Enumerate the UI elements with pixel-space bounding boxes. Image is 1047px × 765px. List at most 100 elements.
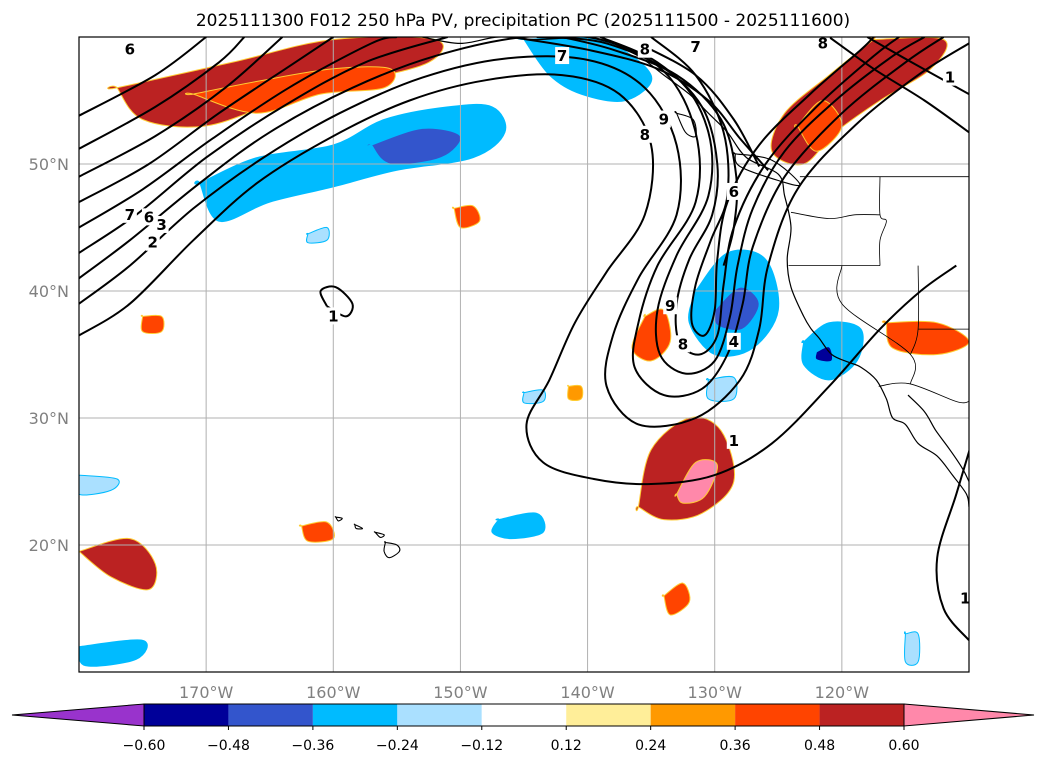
contour-label-bg: [675, 335, 690, 353]
lon-tick-label: 140°W: [560, 683, 615, 702]
colorbar-tick-label: −0.60: [123, 738, 166, 754]
contour-label-bg: [154, 215, 169, 233]
contour-label-bg: [958, 589, 969, 607]
pv-contour-line: [79, 73, 957, 486]
pv-contour-line: [79, 37, 398, 229]
contour-label: 9: [659, 111, 669, 129]
colorbar-segment: [312, 704, 398, 726]
contour-label-bg: [815, 37, 830, 52]
lat-tick-label: 20°N: [29, 536, 69, 555]
contour-label: 4: [729, 333, 739, 351]
island-outline: [334, 516, 343, 522]
island-outline: [353, 523, 364, 530]
contour-label: 8: [818, 34, 828, 52]
precip-region: [635, 416, 735, 521]
precip-region: [366, 127, 462, 166]
contour-label-bg: [942, 68, 957, 86]
precip-region: [79, 639, 148, 667]
contour-label-bg: [637, 40, 652, 58]
contour-label: 7: [690, 38, 700, 56]
colorbar-segment: [735, 704, 820, 726]
precip-region: [661, 582, 691, 616]
political-border: [790, 211, 881, 220]
contour-label-bg: [122, 205, 137, 223]
colorbar-tick-label: −0.24: [376, 738, 419, 754]
pv-contour-line: [79, 37, 334, 203]
pv-contour-line: [828, 37, 969, 134]
coastline: [422, 37, 575, 45]
contour-label: 1: [945, 69, 955, 87]
colorbar-segment: [819, 704, 904, 726]
pv-contour-line: [79, 42, 969, 428]
contour-label-bg: [122, 40, 137, 58]
precip-region: [79, 473, 120, 496]
contour-label-bg: [555, 47, 570, 65]
contour-label: 6: [144, 208, 154, 226]
contour-label-bg: [326, 307, 341, 325]
colorbar-segment: [228, 704, 313, 726]
island-outline: [383, 541, 401, 559]
coastline: [600, 37, 969, 508]
colorbar-segment: [650, 704, 736, 726]
colorbar-tick-label: 0.36: [720, 738, 751, 754]
lon-tick-label: 120°W: [815, 683, 870, 702]
colorbar-segment: [144, 704, 229, 726]
colorbar-segment: [566, 704, 651, 726]
precip-region: [903, 631, 921, 666]
contour-label: 7: [557, 47, 567, 65]
pv-contour-line: [599, 37, 900, 356]
precip-region: [140, 314, 165, 335]
contour-label: 9: [665, 297, 675, 315]
precip-region: [674, 459, 718, 504]
colorbar-extend-low: [11, 703, 145, 727]
colorbar-tick-label: 0.48: [804, 738, 835, 754]
island-outline: [373, 531, 385, 538]
pv-contour-line: [866, 37, 969, 95]
contour-label: 8: [640, 41, 650, 59]
contour-label: 1: [328, 307, 338, 325]
pv-contour-line: [319, 285, 354, 318]
lat-tick-label: 30°N: [29, 409, 69, 428]
map-frame: [78, 36, 970, 673]
lat-tick-label: 50°N: [29, 155, 69, 174]
contour-label: 6: [125, 41, 135, 59]
contour-label: 3: [156, 216, 166, 234]
island-outline: [731, 152, 801, 187]
colorbar-extend-high: [903, 703, 1035, 727]
political-border: [878, 382, 969, 404]
contour-label: 8: [640, 126, 650, 144]
contour-label-bg: [726, 332, 741, 350]
pv-contour-line: [79, 37, 284, 178]
precip-region: [794, 99, 843, 152]
pv-contour-line: [650, 37, 875, 337]
pv-contour-line: [79, 37, 207, 117]
lon-tick-label: 150°W: [433, 683, 488, 702]
precip-region: [491, 512, 546, 540]
contour-label: 7: [125, 206, 135, 224]
contour-label-bg: [688, 38, 703, 56]
contour-label-bg: [141, 208, 156, 226]
colorbar-tick-label: −0.36: [291, 738, 334, 754]
colorbar-segment: [481, 704, 567, 726]
contour-label-bg: [726, 182, 741, 200]
colorbar-tick-label: 0.24: [635, 738, 666, 754]
colorbar-tick-label: −0.12: [460, 738, 503, 754]
precip-region: [522, 389, 546, 405]
pv-contour-line: [561, 37, 739, 266]
lon-tick-label: 160°W: [306, 683, 361, 702]
precip-region: [567, 384, 584, 402]
lon-tick-label: 130°W: [688, 683, 743, 702]
colorbar-segment: [397, 704, 482, 726]
lon-tick-label: 170°W: [179, 683, 234, 702]
pv-contour-line: [935, 448, 969, 641]
pv-contour-line: [79, 37, 246, 150]
chart-title: 2025111300 F012 250 hPa PV, precipitatio…: [196, 11, 850, 31]
colorbar: −0.60 −0.48 −0.36 −0.24 −0.12 0.12 0.24 0.36 0.4…: [11, 703, 1035, 754]
political-border: [836, 265, 916, 384]
precip-region: [305, 226, 330, 244]
colorbar-tick-label: 0.60: [888, 738, 919, 754]
contour-label: 1: [960, 589, 970, 607]
political-border: [879, 176, 887, 266]
